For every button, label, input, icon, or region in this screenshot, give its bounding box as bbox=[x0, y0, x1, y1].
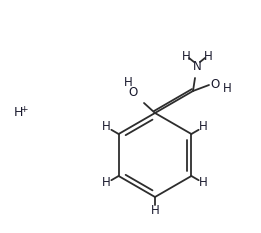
Text: H: H bbox=[102, 120, 111, 134]
Text: O: O bbox=[128, 86, 138, 99]
Text: H: H bbox=[151, 205, 159, 217]
Text: O: O bbox=[210, 78, 220, 90]
Text: +: + bbox=[20, 104, 28, 113]
Text: H: H bbox=[124, 76, 132, 89]
Text: H: H bbox=[223, 82, 231, 95]
Text: H: H bbox=[13, 106, 23, 120]
Text: H: H bbox=[204, 49, 212, 62]
Text: H: H bbox=[182, 49, 190, 62]
Text: H: H bbox=[199, 177, 208, 189]
Text: H: H bbox=[102, 177, 111, 189]
Text: H: H bbox=[199, 120, 208, 134]
Text: N: N bbox=[193, 59, 201, 72]
